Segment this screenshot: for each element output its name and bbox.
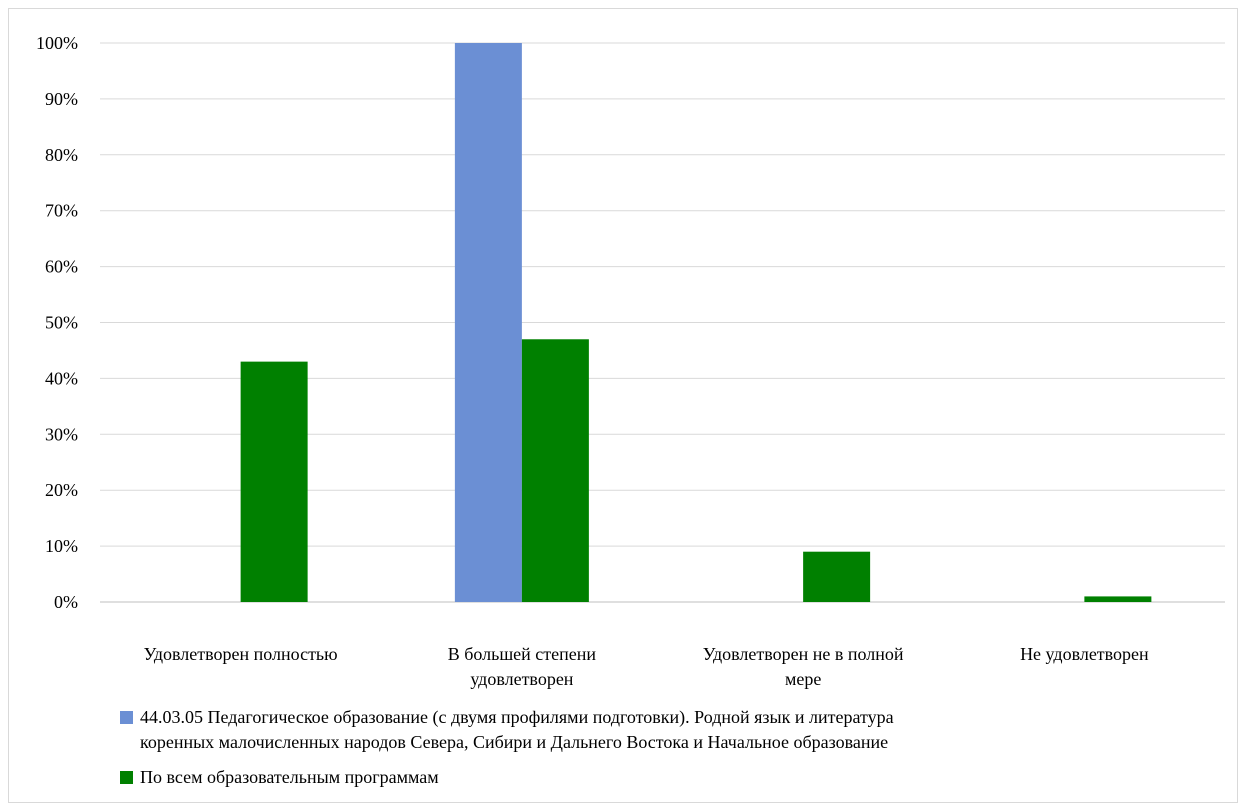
legend-label-series-2: По всем образовательным программам bbox=[140, 767, 439, 787]
y-tick-label: 50% bbox=[45, 313, 78, 333]
chart-frame bbox=[8, 8, 1238, 803]
x-category-label: удовлетворен bbox=[470, 669, 573, 689]
y-tick-label: 80% bbox=[45, 145, 78, 165]
legend-swatch-series-2 bbox=[120, 771, 133, 784]
legend-item-series-1: 44.03.05 Педагогическое образование (с д… bbox=[120, 705, 1220, 755]
y-tick-label: 40% bbox=[45, 368, 78, 388]
y-tick-label: 30% bbox=[45, 424, 78, 444]
bars bbox=[240, 43, 1152, 602]
y-tick-label: 20% bbox=[45, 480, 78, 500]
x-category-label: Не удовлетворен bbox=[1020, 644, 1149, 664]
y-tick-label: 10% bbox=[45, 536, 78, 556]
x-category-label: Удовлетворен не в полной bbox=[703, 644, 904, 664]
x-axis-labels: Удовлетворен полностью В большей степени у… bbox=[144, 644, 1149, 689]
y-tick-label: 100% bbox=[36, 33, 78, 53]
bar-chart: 0% 10% 20% 30% 40% 50% 60% 70% 80% 90% 100% Удовле… bbox=[36, 33, 1225, 689]
x-category-label: В большей степени bbox=[448, 644, 597, 664]
bar-series-1-cat-2 bbox=[454, 43, 522, 602]
y-tick-label: 70% bbox=[45, 201, 78, 221]
legend-swatch-series-1 bbox=[120, 711, 133, 724]
x-category-label: мере bbox=[785, 669, 821, 689]
legend-label-series-1-line-1: 44.03.05 Педагогическое образование (с д… bbox=[140, 707, 894, 727]
x-category-label: Удовлетворен полностью bbox=[144, 644, 338, 664]
y-tick-label: 60% bbox=[45, 257, 78, 277]
bar-series-2-cat-1 bbox=[240, 361, 308, 602]
legend: 44.03.05 Педагогическое образование (с д… bbox=[120, 705, 1220, 800]
y-axis-ticks: 0% 10% 20% 30% 40% 50% 60% 70% 80% 90% 100% bbox=[36, 33, 78, 612]
legend-label-series-1-line-2: коренных малочисленных народов Севера, С… bbox=[140, 732, 889, 752]
y-tick-label: 0% bbox=[54, 592, 78, 612]
y-tick-label: 90% bbox=[45, 89, 78, 109]
legend-item-series-2: По всем образовательным программам bbox=[120, 765, 1220, 790]
bar-series-2-cat-2 bbox=[521, 339, 589, 602]
bar-series-2-cat-4 bbox=[1084, 596, 1152, 602]
bar-series-2-cat-3 bbox=[803, 551, 871, 602]
